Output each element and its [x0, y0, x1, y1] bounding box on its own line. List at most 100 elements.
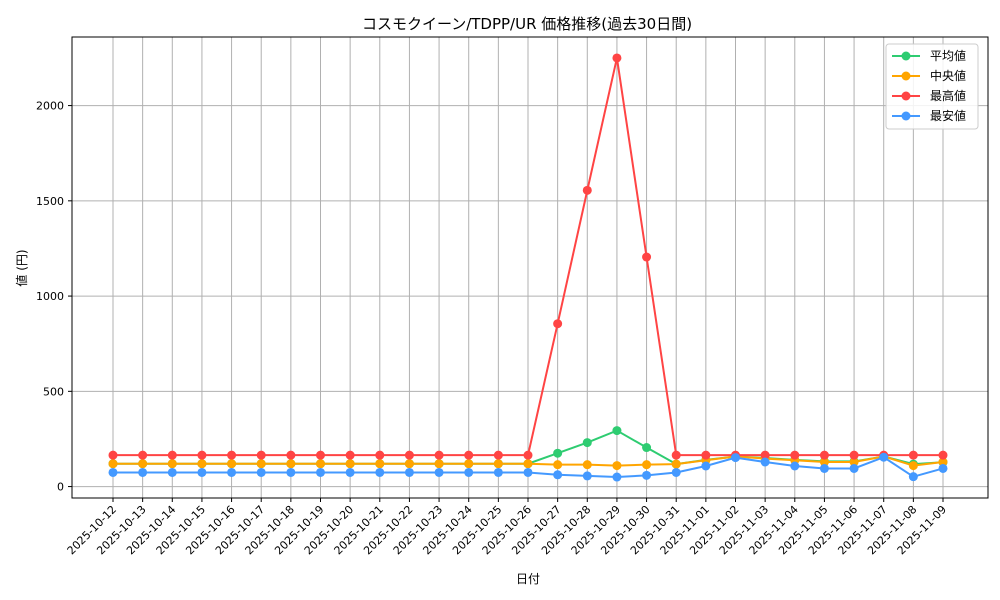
data-point: [375, 450, 385, 460]
data-point: [582, 460, 592, 470]
data-point: [523, 459, 533, 469]
data-point: [760, 457, 770, 467]
data-point: [286, 467, 296, 477]
data-point: [227, 467, 237, 477]
data-point: [790, 450, 800, 460]
y-tick-label: 0: [57, 481, 64, 494]
data-point: [227, 450, 237, 460]
data-point: [375, 459, 385, 469]
data-point: [434, 467, 444, 477]
data-point: [404, 459, 414, 469]
data-point: [612, 472, 622, 482]
data-point: [197, 467, 207, 477]
data-point: [701, 461, 711, 471]
data-point: [167, 459, 177, 469]
data-point: [938, 450, 948, 460]
data-point: [167, 467, 177, 477]
data-point: [286, 450, 296, 460]
data-point: [582, 471, 592, 481]
y-tick-label: 2000: [36, 100, 64, 113]
y-tick-label: 1000: [36, 290, 64, 303]
data-point: [434, 450, 444, 460]
data-point: [493, 459, 503, 469]
data-point: [849, 457, 859, 467]
y-axis-label: 値 (円): [14, 249, 29, 286]
data-point: [790, 461, 800, 471]
data-point: [108, 467, 118, 477]
data-point: [612, 426, 622, 436]
legend-label: 中央値: [930, 68, 966, 83]
data-point: [642, 443, 652, 453]
data-point: [464, 459, 474, 469]
data-point: [227, 459, 237, 469]
data-point: [138, 459, 148, 469]
data-point: [938, 457, 948, 467]
data-point: [582, 438, 592, 448]
data-point: [553, 460, 563, 470]
data-point: [197, 459, 207, 469]
data-point: [493, 450, 503, 460]
data-point: [849, 450, 859, 460]
data-point: [316, 459, 325, 469]
data-point: [671, 450, 681, 460]
data-point: [167, 450, 177, 460]
data-point: [316, 450, 325, 460]
data-point: [849, 463, 859, 473]
data-point: [464, 467, 474, 477]
data-point: [375, 467, 385, 477]
legend-marker: [901, 71, 911, 81]
data-point: [908, 461, 918, 471]
data-point: [553, 448, 563, 458]
chart-title: コスモクイーン/TDPP/UR 価格推移(過去30日間): [362, 15, 692, 33]
data-point: [404, 450, 414, 460]
data-point: [671, 467, 681, 477]
x-axis-label: 日付: [516, 572, 540, 586]
legend-label: 最高値: [930, 88, 966, 103]
legend-marker: [901, 91, 911, 101]
data-point: [553, 319, 563, 329]
legend-marker: [901, 111, 911, 121]
data-point: [879, 452, 889, 462]
data-point: [671, 459, 681, 469]
data-point: [434, 459, 444, 469]
data-point: [819, 450, 829, 460]
y-tick-label: 500: [43, 385, 64, 398]
y-tick-label: 1500: [36, 195, 64, 208]
legend-label: 最安値: [930, 108, 966, 123]
data-point: [197, 450, 207, 460]
data-point: [286, 459, 296, 469]
data-point: [553, 470, 563, 480]
data-point: [464, 450, 474, 460]
data-point: [908, 450, 918, 460]
data-point: [108, 459, 118, 469]
data-point: [642, 470, 652, 480]
data-point: [138, 467, 148, 477]
data-point: [760, 450, 770, 460]
data-point: [938, 463, 948, 473]
data-point: [345, 459, 355, 469]
data-point: [642, 460, 652, 470]
legend-label: 平均値: [930, 48, 966, 63]
data-point: [404, 467, 414, 477]
data-point: [819, 463, 829, 473]
legend-box: [885, 43, 979, 130]
data-point: [612, 461, 622, 471]
data-point: [523, 450, 533, 460]
data-point: [138, 450, 148, 460]
data-point: [523, 467, 533, 477]
data-point: [582, 185, 592, 195]
data-point: [316, 467, 325, 477]
data-point: [256, 459, 266, 469]
data-point: [819, 457, 829, 467]
data-point: [256, 450, 266, 460]
data-point: [108, 450, 118, 460]
data-point: [345, 467, 355, 477]
data-point: [731, 453, 740, 463]
data-point: [642, 252, 652, 262]
legend-marker: [901, 51, 911, 61]
data-point: [612, 53, 622, 63]
plot-frame: [71, 36, 989, 499]
data-point: [256, 467, 266, 477]
